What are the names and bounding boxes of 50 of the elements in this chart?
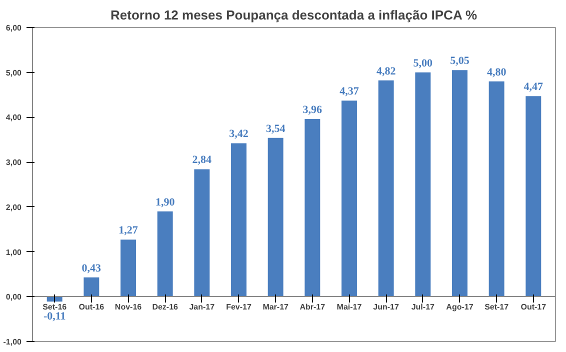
y-tick-label: 1,00 (6, 248, 22, 257)
data-label: 3,42 (229, 128, 249, 140)
y-tick-label: 2,00 (6, 202, 22, 212)
data-label: 4,80 (486, 66, 507, 78)
x-tick-label: Fev-17 (226, 302, 252, 312)
bar (488, 81, 504, 297)
chart-title: Retorno 12 meses Poupança descontada a inflação IPCA % (110, 8, 478, 22)
bar (194, 169, 210, 297)
y-tick-label: 4,00 (6, 113, 22, 122)
data-label: 1,90 (155, 196, 176, 208)
data-label: 4,47 (524, 81, 544, 94)
x-tick-label: Mar-17 (262, 302, 290, 312)
y-tick-label: -1,00 (3, 338, 22, 346)
x-tick-label: Jul-17 (411, 302, 436, 312)
bar (84, 277, 100, 297)
data-label: 3,54 (266, 122, 286, 135)
data-label: 4,82 (376, 65, 396, 78)
x-tick-label: Dez-16 (152, 302, 179, 312)
bar (304, 119, 320, 297)
bar (231, 143, 246, 297)
x-tick-label: Mai-17 (336, 302, 362, 312)
data-label: 0,43 (82, 262, 102, 274)
y-tick-label: 5,00 (6, 68, 22, 78)
bar (452, 70, 468, 297)
bar (526, 96, 542, 297)
y-tick-label: 6,00 (6, 24, 22, 32)
bar (268, 138, 284, 297)
data-label: 4,37 (340, 86, 360, 98)
x-tick-label: Set-17 (484, 302, 510, 312)
data-label: -0,11 (43, 310, 66, 323)
x-tick-label: Jun-17 (373, 302, 400, 312)
bar (342, 100, 357, 297)
data-label: 1,27 (118, 224, 138, 237)
x-tick-label: Jan-17 (189, 302, 216, 312)
y-tick-label: 0,00 (6, 292, 22, 302)
bar (157, 211, 173, 297)
x-tick-label: Ago-17 (446, 302, 474, 312)
data-label: 2,84 (192, 154, 212, 166)
bar (120, 240, 136, 297)
data-label: 3,96 (302, 104, 323, 116)
bar (378, 80, 394, 297)
x-tick-label: Out-16 (78, 302, 105, 312)
x-tick-label: Set-16 (42, 302, 68, 312)
data-label: 5,05 (450, 55, 470, 68)
x-tick-label: Nov-16 (114, 302, 142, 312)
x-tick-label: Out-17 (520, 302, 547, 312)
bar (415, 72, 431, 297)
y-tick-label: 3,00 (6, 158, 22, 168)
x-tick-label: Abr-17 (300, 302, 326, 312)
data-label: 5,00 (413, 57, 434, 70)
